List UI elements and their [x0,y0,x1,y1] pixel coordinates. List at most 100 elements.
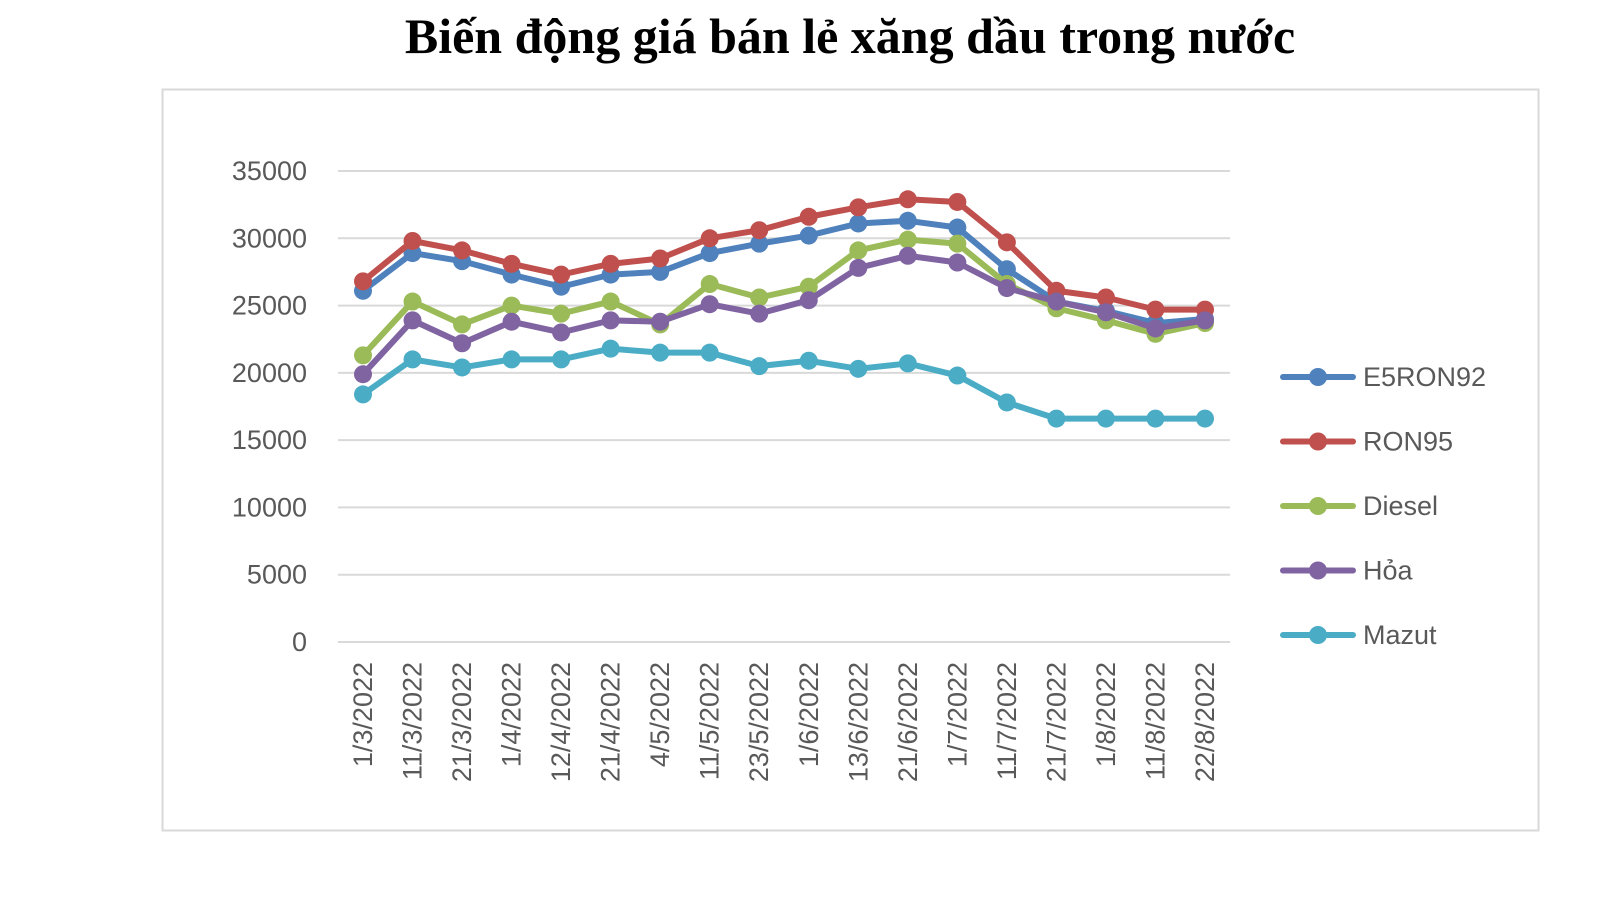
series-group [354,190,1214,428]
data-point-ron95 [1096,288,1115,307]
data-point-hoa [898,246,917,265]
data-point-hoa [502,312,521,331]
x-tick-label: 11/8/2022 [1140,662,1170,780]
data-point-ron95 [997,233,1016,252]
data-point-e5ron92 [997,260,1016,279]
data-point-mazut [898,354,917,373]
y-tick-label: 5000 [247,560,307,590]
x-tick-label: 1/4/2022 [497,662,527,767]
data-point-diesel [750,288,769,307]
x-tick-label: 23/5/2022 [744,662,774,782]
data-point-mazut [601,339,620,358]
data-point-mazut [1146,409,1165,428]
legend-item-hoa: Hỏa [1280,556,1414,586]
data-point-diesel [700,275,719,294]
series-line-mazut [360,345,1208,422]
data-point-ron95 [502,254,521,273]
y-tick-label: 30000 [232,223,307,253]
x-tick-label: 4/5/2022 [645,662,675,767]
data-point-hoa [948,253,967,272]
legend-marker-ron95 [1309,432,1327,451]
data-point-diesel [502,296,521,315]
x-tick-label: 11/3/2022 [398,662,428,780]
x-tick-label: 1/6/2022 [794,662,824,767]
data-point-mazut [750,357,769,376]
x-tick-label: 1/3/2022 [348,662,378,767]
series-ron95 [354,190,1214,319]
data-point-e5ron92 [799,226,818,245]
data-point-mazut [948,366,967,385]
legend-label: E5RON92 [1363,362,1486,392]
data-point-hoa [700,295,719,314]
data-point-hoa [453,334,472,353]
data-point-e5ron92 [948,218,967,237]
legend-item-mazut: Mazut [1280,620,1437,650]
x-tick-label: 21/3/2022 [447,662,477,782]
x-tick-label: 1/7/2022 [942,662,972,767]
data-point-mazut [453,358,472,377]
legend-label: Diesel [1363,491,1438,521]
legend-label: RON95 [1363,427,1453,457]
data-point-hoa [354,365,372,384]
data-point-diesel [403,292,422,311]
data-point-mazut [700,343,719,362]
chart-title: Biến động giá bán lẻ xăng dầu trong nước [404,8,1296,64]
data-point-hoa [1146,319,1165,338]
data-point-mazut [799,351,818,370]
x-tick-label: 1/8/2022 [1091,662,1121,767]
y-tick-label: 20000 [232,358,307,388]
data-point-diesel [948,234,967,253]
legend-marker-diesel [1309,497,1327,515]
data-point-hoa [799,291,818,310]
data-point-mazut [997,393,1016,412]
data-point-mazut [849,359,868,378]
data-point-ron95 [354,272,372,291]
data-point-mazut [552,350,571,369]
x-axis-labels: 1/3/2022 11/3/2022 21/3/2022 1/4/2022 12/4/2… [348,662,1220,782]
data-point-e5ron92 [651,262,670,281]
data-point-ron95 [948,192,967,211]
data-point-ron95 [651,249,670,268]
y-tick-label: 25000 [232,291,307,321]
data-point-ron95 [750,221,769,240]
data-point-ron95 [849,198,868,217]
x-tick-label: 21/4/2022 [596,662,626,782]
data-point-diesel [898,230,917,249]
data-point-hoa [403,311,422,330]
data-point-hoa [601,311,620,330]
data-point-mazut [502,350,521,369]
data-point-mazut [403,350,422,369]
y-tick-label: 15000 [232,425,307,455]
data-point-e5ron92 [849,214,868,233]
legend-marker-mazut [1309,626,1327,644]
data-point-hoa [651,312,670,331]
data-point-diesel [849,241,868,260]
data-point-ron95 [799,207,818,226]
x-tick-label: 21/6/2022 [893,662,923,782]
data-point-ron95 [453,241,472,260]
data-point-hoa [750,304,769,323]
y-tick-label: 0 [292,627,307,657]
data-point-ron95 [1146,300,1165,319]
data-point-mazut [1047,409,1066,428]
data-point-mazut [1096,409,1115,428]
x-tick-label: 21/7/2022 [1041,662,1071,782]
data-point-ron95 [552,265,571,284]
data-point-mazut [1196,409,1214,428]
legend-item-e5ron92: E5RON92 [1280,362,1486,392]
data-point-hoa [1047,292,1066,311]
data-point-e5ron92 [700,244,719,263]
legend-marker-hoa [1309,561,1327,580]
x-tick-label: 12/4/2022 [546,662,576,782]
data-point-mazut [354,385,372,404]
data-point-hoa [1096,303,1115,322]
legend-item-diesel: Diesel [1280,491,1438,521]
data-point-mazut [651,343,670,362]
data-point-e5ron92 [750,234,769,253]
y-tick-label: 35000 [232,156,307,186]
data-point-ron95 [403,231,422,250]
legend-item-ron95: RON95 [1280,427,1453,457]
y-tick-label: 10000 [232,492,307,522]
data-point-hoa [1196,311,1214,330]
